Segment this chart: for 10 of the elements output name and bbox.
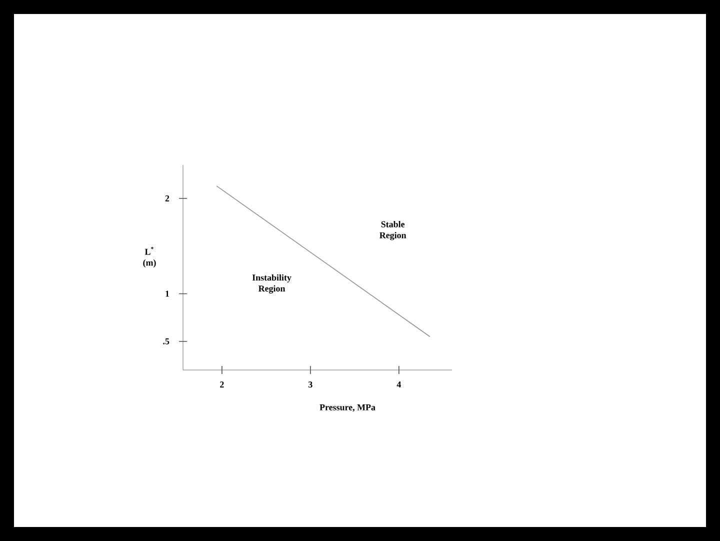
- annotation: Instability Region: [252, 274, 292, 294]
- x-tick-label: 2: [220, 382, 224, 388]
- y-tick-label: 2: [165, 195, 170, 202]
- y-tick-label: .5: [163, 338, 170, 344]
- x-tick-label: 4: [396, 382, 401, 388]
- y-tick-label: 1: [166, 290, 170, 297]
- annotation: Stable Region: [380, 221, 406, 240]
- text: L$^{*}$ (m): [143, 246, 156, 268]
- x-axis-title: Pressure, MPa: [320, 404, 376, 412]
- x-tick-label: 3: [308, 382, 312, 388]
